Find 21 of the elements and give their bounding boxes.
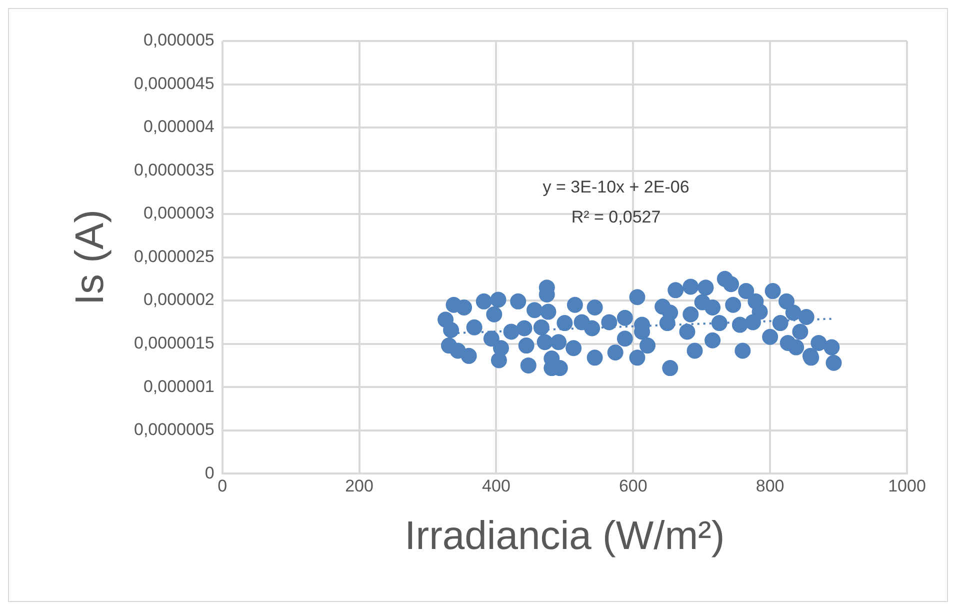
y-tick-label: 0,0000025 xyxy=(134,246,214,266)
x-tick-label: 600 xyxy=(618,476,648,496)
y-tick-label: 0 xyxy=(204,463,214,482)
x-tick-label: 800 xyxy=(756,476,784,496)
y-tick-label: 0,000005 xyxy=(143,30,214,50)
y-tick-label: 0,0000015 xyxy=(134,334,214,353)
x-tick-label: 0 xyxy=(218,476,228,496)
y-tick-label: 0,000002 xyxy=(143,290,214,310)
x-tick-label: 400 xyxy=(482,476,510,496)
annotation: y = 3E-10x + 2E-06 xyxy=(542,178,690,197)
x-axis-title: Irradiancia (W/m²) xyxy=(404,514,725,558)
x-tick-label: 200 xyxy=(345,476,374,496)
y-axis-title: Is (A) xyxy=(68,210,112,306)
y-tick-label: 0,0000045 xyxy=(134,74,214,93)
y-tick-label: 0,000001 xyxy=(143,376,214,396)
y-tick-label: 0,0000005 xyxy=(134,420,214,440)
x-tick-label: 1000 xyxy=(888,476,926,496)
y-tick-label: 0,0000035 xyxy=(134,160,214,180)
annotation: R² = 0,0527 xyxy=(571,208,661,227)
y-tick-label: 0,000003 xyxy=(143,204,214,223)
y-tick-label: 0,000004 xyxy=(143,117,214,136)
